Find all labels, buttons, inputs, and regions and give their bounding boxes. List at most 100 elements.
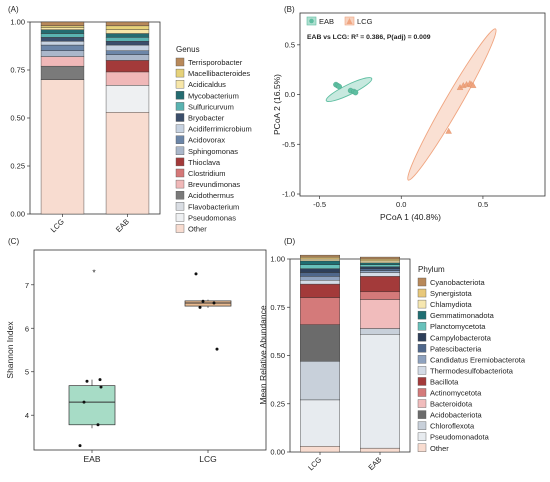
legend-entry: Candidatus Eremiobacterota xyxy=(430,355,526,364)
legend-swatch xyxy=(417,432,427,441)
legend-entry: Bryobacter xyxy=(188,114,225,123)
bar-segment-chloroflexota xyxy=(360,328,401,335)
bar-segment-macellibacteroides xyxy=(105,25,150,30)
panel-a-stacked-genus-chart: 0.00 0.25 0.50 0.75 1.00 LCG EAB Genus Terrispor… xyxy=(10,18,251,235)
legend-swatch xyxy=(417,399,427,408)
legend-entry: Gemmatimonadota xyxy=(430,311,495,320)
x-axis-title: PCoA 1 (40.8%) xyxy=(380,212,441,222)
y-tick-label: 0.75 xyxy=(10,66,25,75)
panel-c-shannon-boxplot: 4 5 6 7 Shannon Index EAB LCG * xyxy=(5,249,267,464)
legend-entry: Acidothermus xyxy=(188,191,234,200)
y-axis-title: Mean Relative Abundance xyxy=(258,305,268,405)
bar-segment-patescibacteria xyxy=(300,272,341,277)
data-point xyxy=(98,378,102,382)
legend-entry: Thermodesulfobacteriota xyxy=(430,366,514,375)
x-tick-label: LCG xyxy=(49,217,66,234)
legend-entry: Bacteroidota xyxy=(430,400,473,409)
y-tick-label: 7 xyxy=(25,281,29,290)
legend-swatch xyxy=(175,202,185,211)
plot-frame xyxy=(299,12,546,197)
bar-segment-bryobacter xyxy=(105,41,150,46)
legend-entry: Acidicaldus xyxy=(188,80,226,89)
confidence-ellipse-lcg xyxy=(407,28,497,181)
legend-swatch xyxy=(417,377,427,386)
legend-entry: Other xyxy=(430,444,449,453)
panel-label-c: (C) xyxy=(8,237,19,246)
data-point xyxy=(201,299,205,303)
legend-swatch xyxy=(417,421,427,430)
y-tick-label: 0.00 xyxy=(270,448,285,457)
bar-segment-macellibacteroides xyxy=(40,25,85,28)
data-point xyxy=(85,379,89,383)
y-tick-label: 0.00 xyxy=(10,210,25,219)
legend-swatch xyxy=(175,146,185,156)
legend-marker xyxy=(346,18,353,24)
legend-entry: Thioclava xyxy=(188,158,221,167)
data-point-lcg xyxy=(445,127,452,134)
bar-segment-cyanobacteriota xyxy=(360,256,401,260)
bar-segment-planctomycetota xyxy=(300,264,341,269)
data-point xyxy=(82,400,86,404)
legend-swatch xyxy=(417,299,427,309)
bar-segment-bacillota xyxy=(300,283,341,298)
legend-swatch xyxy=(417,288,427,298)
x-tick-label: EAB xyxy=(83,454,100,464)
y-tick-label: 4 xyxy=(25,411,29,420)
bar-segment-chloroflexota xyxy=(300,361,341,401)
bar-segment-pseudomonas xyxy=(105,85,150,113)
legend-entry: Brevundimonas xyxy=(188,180,240,189)
legend-swatch xyxy=(417,277,427,287)
legend-swatch xyxy=(175,102,185,111)
bar-segment-acidiferrimicrobium xyxy=(105,44,150,52)
bar-segment-acidovorax xyxy=(40,44,85,52)
bar-segment-pseudomonadota xyxy=(360,334,401,449)
legend-entry: Sulfuricurvum xyxy=(188,102,234,111)
significance-marker: * xyxy=(92,268,96,278)
bar-segment-campylobacterota xyxy=(300,268,341,273)
legend-entry: Mycobacterium xyxy=(188,91,239,100)
bar-segment-bacillota xyxy=(360,276,401,293)
bar-segment-brevundimonas xyxy=(105,71,150,86)
data-point xyxy=(96,423,100,427)
bar-segment-thioclava xyxy=(105,60,150,73)
legend-swatch xyxy=(417,322,427,331)
panel-label-a: (A) xyxy=(8,5,19,14)
bar-segment-acidothermus xyxy=(40,65,85,80)
legend-swatch xyxy=(175,113,185,122)
bar-segment-candidatus-eremiobacterota xyxy=(300,276,341,281)
x-tick-label: LCG xyxy=(306,455,323,472)
legend-marker xyxy=(309,18,314,24)
bar-segment-acidiferrimicrobium xyxy=(40,41,85,46)
data-point xyxy=(99,385,103,389)
bar-segment-sphingomonas xyxy=(40,50,85,57)
data-point xyxy=(198,305,202,309)
legend-entry: Macellibacteroides xyxy=(188,69,250,78)
x-tick-label: -0.5 xyxy=(313,200,326,209)
legend-swatch xyxy=(175,135,185,144)
y-tick-label: 1.00 xyxy=(270,255,285,264)
bar-segment-other xyxy=(360,447,401,453)
legend-entry: Cyanobacteriota xyxy=(430,278,485,287)
bar-segment-patescibacteria xyxy=(360,268,401,271)
panel-label-d: (D) xyxy=(284,237,295,246)
legend-entry: Other xyxy=(188,225,207,234)
data-point-eab xyxy=(352,89,359,96)
legend-swatch xyxy=(417,366,427,375)
bar-segment-gemmatimonadota xyxy=(360,262,401,265)
bar-segment-planctomycetota xyxy=(360,264,401,267)
legend-swatch xyxy=(417,310,427,320)
legend-swatch xyxy=(175,213,185,222)
bar-segment-synergistota xyxy=(300,256,341,260)
legend-entry: Clostridium xyxy=(188,169,226,178)
y-tick-label: 0.50 xyxy=(10,114,25,123)
bar-segment-other xyxy=(105,112,150,215)
panel-label-b: (B) xyxy=(284,5,295,14)
y-tick-label: 0.75 xyxy=(270,303,285,312)
x-tick-label: LCG xyxy=(199,454,216,464)
legend-swatch xyxy=(175,168,185,178)
bar-segment-acidobacteriota xyxy=(300,324,341,362)
bar-segment-sulfuricurvum xyxy=(105,37,150,42)
data-point xyxy=(212,301,216,305)
legend-swatch xyxy=(417,355,427,364)
box-eab xyxy=(68,385,116,426)
